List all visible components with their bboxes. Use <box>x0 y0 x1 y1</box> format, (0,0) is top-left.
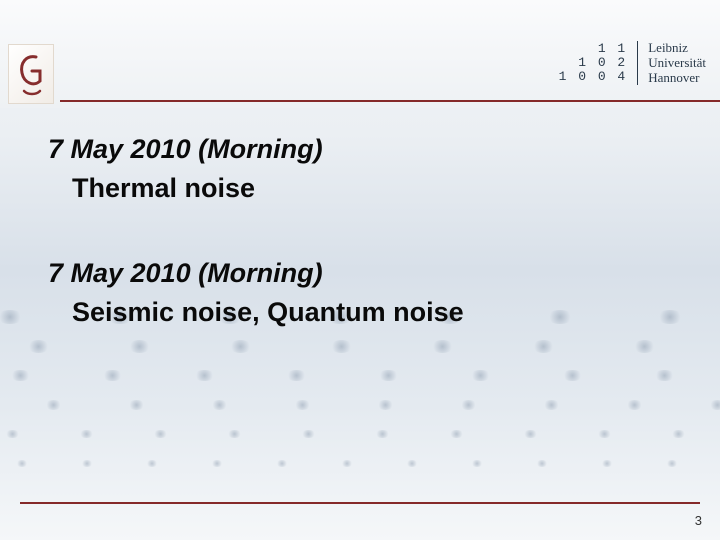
luh-matrix-row: 1 0 0 4 <box>559 70 628 84</box>
luh-name-line: Hannover <box>648 70 706 85</box>
session-topic: Seismic noise, Quantum noise <box>48 297 680 328</box>
session-date: 7 May 2010 (Morning) <box>48 134 680 165</box>
luh-matrix: 1 1 1 0 2 1 0 0 4 <box>559 42 628 84</box>
session-topic: Thermal noise <box>48 173 680 204</box>
luh-matrix-row: 1 1 <box>559 42 628 56</box>
slide-header: 1 1 1 0 2 1 0 0 4 Leibniz Universität Ha… <box>0 0 720 108</box>
luh-divider <box>637 41 638 85</box>
page-number: 3 <box>695 513 702 528</box>
g-mark-icon <box>14 51 48 97</box>
session-date: 7 May 2010 (Morning) <box>48 258 680 289</box>
luh-name-line: Leibniz <box>648 40 706 55</box>
session-block: 7 May 2010 (Morning) Thermal noise <box>48 134 680 204</box>
session-block: 7 May 2010 (Morning) Seismic noise, Quan… <box>48 258 680 328</box>
luh-name-line: Universität <box>648 55 706 70</box>
slide-content: 7 May 2010 (Morning) Thermal noise 7 May… <box>48 134 680 382</box>
header-rule <box>60 100 720 102</box>
footer-rule <box>20 502 700 504</box>
university-logo: 1 1 1 0 2 1 0 0 4 Leibniz Universität Ha… <box>559 40 706 85</box>
institute-logo <box>8 44 54 104</box>
luh-name: Leibniz Universität Hannover <box>648 40 706 85</box>
luh-matrix-row: 1 0 2 <box>559 56 628 70</box>
